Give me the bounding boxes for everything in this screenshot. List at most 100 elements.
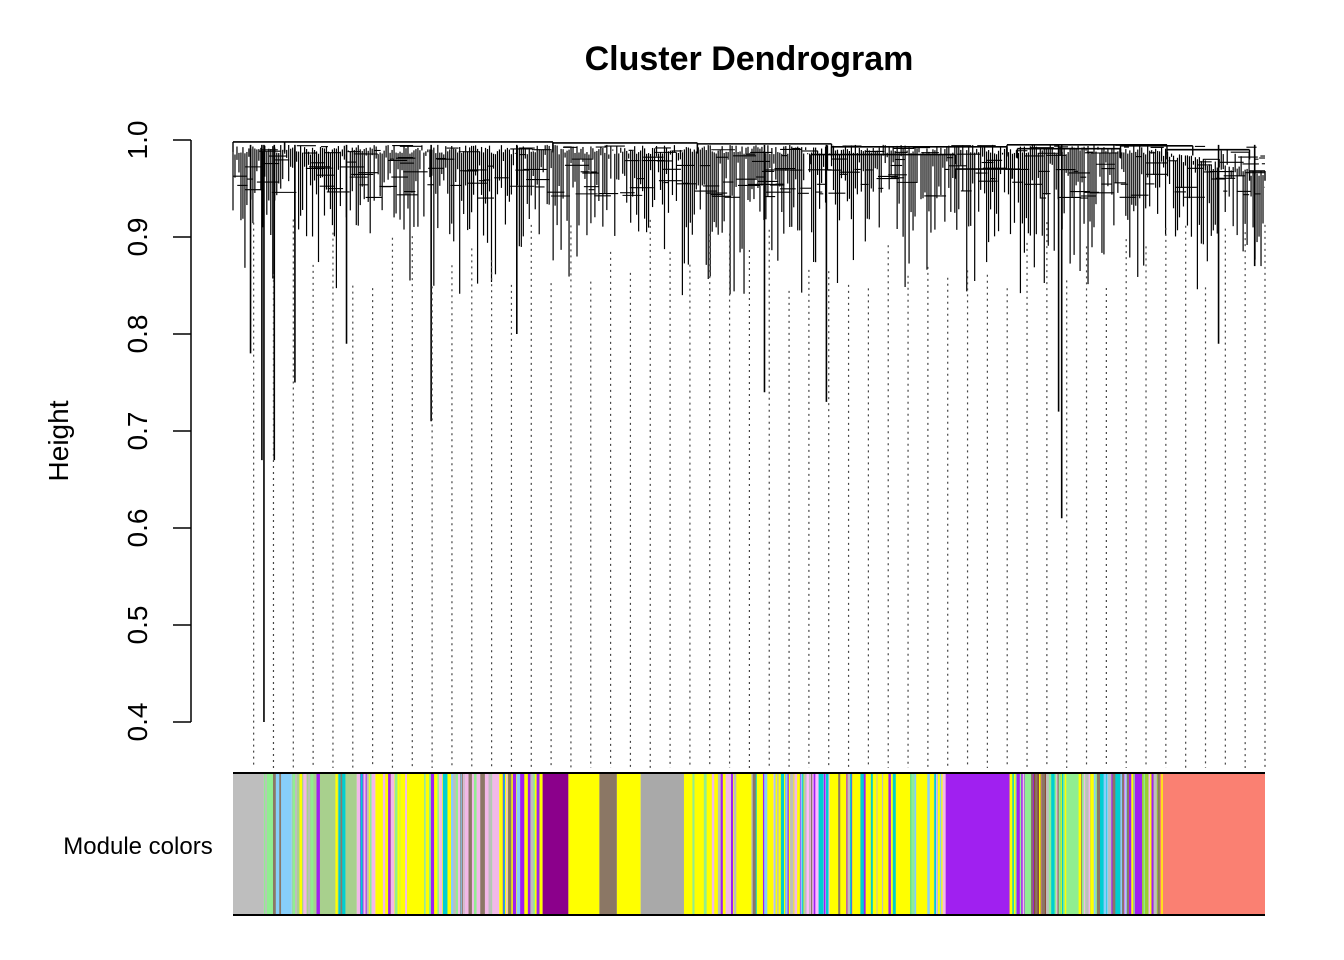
module-color-streak: [1035, 773, 1038, 915]
module-color-streak: [1140, 773, 1143, 915]
module-color-streak: [733, 773, 737, 915]
module-color-streak: [303, 773, 307, 915]
module-color-streak: [1093, 773, 1097, 915]
module-color-streak: [451, 773, 454, 915]
module-color-streak: [942, 773, 946, 915]
module-color-streak: [802, 773, 804, 915]
module-color-streak: [825, 773, 829, 915]
module-color-streak: [1012, 773, 1014, 915]
dendrogram-leaf-guides: [253, 219, 1266, 768]
module-color-streak: [366, 773, 369, 915]
module-color-streak: [1095, 773, 1097, 915]
module-color-streak: [503, 773, 505, 915]
module-color-streak: [1103, 773, 1107, 915]
chart-title: Cluster Dendrogram: [585, 40, 914, 78]
module-color-streak: [1149, 773, 1152, 915]
module-color-streak: [1151, 773, 1154, 915]
module-color-streak: [506, 773, 508, 915]
module-color-streak: [881, 773, 884, 915]
module-color-streak: [777, 773, 779, 915]
module-color-streak: [1041, 773, 1045, 915]
module-color-streak: [850, 773, 853, 915]
y-axis: 0.4 0.5 0.6 0.7 0.8 0.9 1.0: [122, 121, 192, 741]
module-color-streak: [934, 773, 936, 915]
module-color-streak: [1148, 773, 1151, 915]
module-color-streak: [703, 773, 707, 915]
module-color-streak: [1153, 773, 1157, 915]
module-color-streak: [1064, 773, 1067, 915]
module-color-streak: [481, 773, 485, 915]
module-color-streak: [390, 773, 395, 915]
dendrogram-branches: [232, 144, 1266, 722]
module-color-streak: [388, 773, 391, 915]
module-color-streak: [711, 773, 715, 915]
module-color-streak: [1083, 773, 1086, 915]
y-tick-label: 0.7: [122, 412, 153, 451]
module-color-streak: [279, 773, 282, 915]
module-color-streak: [468, 773, 472, 915]
module-color-streak: [1096, 773, 1101, 915]
module-color-segment: [1159, 773, 1265, 915]
module-color-streak: [818, 773, 822, 915]
module-color-streak: [892, 773, 896, 915]
module-color-streak: [299, 773, 303, 915]
module-color-streak: [1161, 773, 1163, 915]
module-color-streak: [731, 773, 733, 915]
module-color-streak: [340, 773, 342, 915]
module-color-streak: [369, 773, 372, 915]
module-color-segment: [945, 773, 1011, 915]
module-color-streak: [918, 773, 921, 915]
module-color-streak: [437, 773, 440, 915]
module-color-streak: [368, 773, 370, 915]
module-color-streak: [1131, 773, 1134, 915]
module-color-streak: [455, 773, 459, 915]
module-color-streak: [1108, 773, 1112, 915]
module-color-streak: [764, 773, 768, 915]
module-color-segment: [542, 773, 569, 915]
module-color-streak: [1138, 773, 1140, 915]
module-color-streak: [460, 773, 462, 915]
module-color-streak: [810, 773, 813, 915]
module-color-streak: [1133, 773, 1135, 915]
y-tick-label: 0.9: [122, 218, 153, 257]
module-color-streak: [847, 773, 851, 915]
module-colors-label: Module colors: [63, 833, 212, 860]
module-color-streak: [520, 773, 523, 915]
module-color-streak: [785, 773, 788, 915]
module-color-streak: [1085, 773, 1090, 915]
module-color-streak: [1126, 773, 1129, 915]
y-tick-label: 0.8: [122, 315, 153, 354]
module-color-streak: [382, 773, 386, 915]
module-color-streak: [335, 773, 338, 915]
module-color-streak: [338, 773, 341, 915]
module-color-streak: [265, 773, 267, 915]
module-color-streak: [1009, 773, 1013, 915]
module-color-streak: [474, 773, 477, 915]
module-color-streak: [394, 773, 398, 915]
module-color-streak: [720, 773, 723, 915]
module-color-streak: [397, 773, 400, 915]
module-color-streak: [820, 773, 824, 915]
module-color-streak: [512, 773, 517, 915]
module-color-streak: [1075, 773, 1078, 915]
module-color-streak: [1031, 773, 1033, 915]
module-color-streak: [852, 773, 856, 915]
module-color-streak: [870, 773, 873, 915]
module-color-streak: [939, 773, 942, 915]
module-color-streak: [790, 773, 794, 915]
module-color-streak: [316, 773, 320, 915]
module-color-streak: [530, 773, 534, 915]
module-color-streak: [936, 773, 938, 915]
module-color-streak: [725, 773, 729, 915]
module-color-streak: [1078, 773, 1082, 915]
module-color-bar: [233, 772, 1265, 916]
module-color-streak: [292, 773, 296, 915]
y-tick-label: 1.0: [122, 121, 153, 160]
module-color-streak: [888, 773, 891, 915]
module-color-streak: [463, 773, 465, 915]
module-color-streak: [308, 773, 311, 915]
module-color-streak: [753, 773, 756, 915]
module-color-streak: [527, 773, 532, 915]
module-color-streak: [1046, 773, 1049, 915]
